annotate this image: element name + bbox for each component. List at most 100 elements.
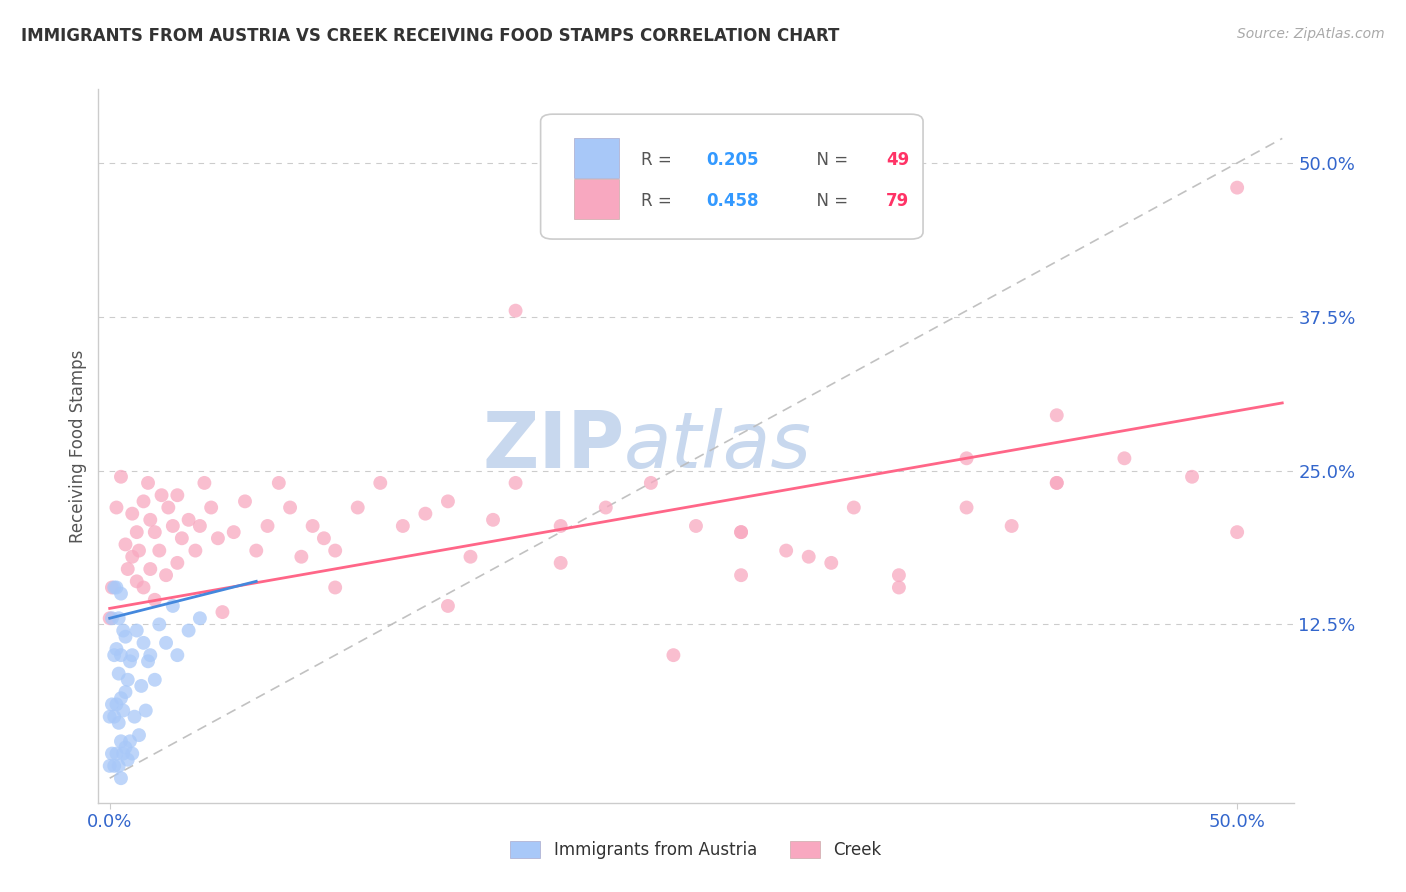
Point [103,648,125,662]
Point [595,500,617,515]
Point [112,747,135,761]
Point [1181,469,1204,483]
Point [177,624,200,638]
Point [135,704,157,718]
Point [323,543,346,558]
Point [129,679,152,693]
Point [1001,519,1024,533]
Point [222,525,245,540]
Point [103,759,125,773]
Point [110,691,132,706]
Point [125,574,148,589]
Point [105,581,128,595]
Point [157,500,180,515]
Point [267,475,290,490]
Point [662,648,685,662]
Point [505,303,527,318]
Point [730,568,752,582]
Point [125,624,148,638]
Point [207,531,229,545]
Point [482,513,505,527]
Point [110,771,132,785]
Point [437,599,460,613]
Point [392,519,415,533]
Point [200,500,222,515]
Point [955,451,977,466]
Legend: Immigrants from Austria, Creek: Immigrants from Austria, Creek [503,834,889,866]
Point [1114,451,1136,466]
Point [101,747,124,761]
Point [143,525,166,540]
Point [112,624,135,638]
Point [1226,180,1249,194]
Point [842,500,865,515]
Point [143,673,166,687]
Point [1046,409,1069,423]
Point [121,507,143,521]
Point [118,654,141,668]
Point [162,599,184,613]
Point [143,592,166,607]
Text: Source: ZipAtlas.com: Source: ZipAtlas.com [1237,27,1385,41]
Point [101,581,124,595]
Point [955,500,977,515]
Point [685,519,707,533]
Point [98,759,121,773]
Text: ZIP: ZIP [482,408,624,484]
Point [101,698,124,712]
Point [110,734,132,748]
Point [312,531,335,545]
Point [139,648,162,662]
Point [117,562,139,576]
Point [278,500,301,515]
Text: atlas: atlas [624,408,813,484]
Y-axis label: Receiving Food Stamps: Receiving Food Stamps [69,350,87,542]
Point [101,611,124,625]
FancyBboxPatch shape [574,138,620,178]
Point [139,513,162,527]
Point [640,475,662,490]
Point [290,549,312,564]
Point [887,568,910,582]
Point [415,507,437,521]
Point [107,759,129,773]
Point [128,728,150,742]
Point [117,673,139,687]
Point [98,709,121,723]
Point [103,709,125,723]
Point [136,654,159,668]
Point [550,556,572,570]
Text: 0.205: 0.205 [707,151,759,169]
Text: N =: N = [806,151,853,169]
Point [118,734,141,748]
Text: R =: R = [641,151,678,169]
Point [193,475,215,490]
Point [775,543,797,558]
Point [114,630,136,644]
Point [132,581,155,595]
Point [1046,475,1069,490]
Point [820,556,842,570]
Point [136,475,159,490]
Point [121,747,143,761]
Text: 49: 49 [886,151,910,169]
Point [505,475,527,490]
Point [188,611,211,625]
Point [110,587,132,601]
Point [797,549,820,564]
Point [114,685,136,699]
Point [105,642,128,657]
Point [121,648,143,662]
Point [105,500,128,515]
Point [139,562,162,576]
Point [155,568,177,582]
Point [121,549,143,564]
Point [730,525,752,540]
Point [188,519,211,533]
Point [105,747,128,761]
Point [155,636,177,650]
Point [256,519,278,533]
Point [98,611,121,625]
Point [110,648,132,662]
Point [730,525,752,540]
